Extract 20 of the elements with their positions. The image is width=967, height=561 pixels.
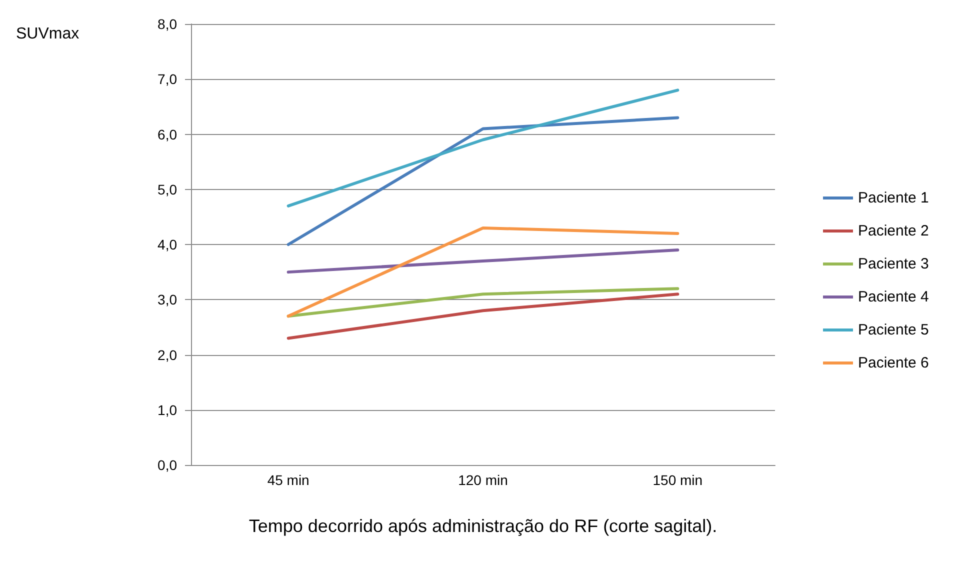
x-axis-title: Tempo decorrido após administração do RF (corte sagital).	[248, 516, 718, 536]
y-tick-label: 3,0	[158, 292, 178, 308]
x-tick-label: 150 min	[652, 472, 703, 488]
y-tick-label: 4,0	[158, 236, 178, 252]
legend-label: Paciente 6	[858, 354, 929, 372]
y-tick-label: 6,0	[158, 126, 178, 142]
legend-label: Paciente 5	[858, 322, 929, 338]
y-axis-title: SUVmax	[16, 26, 80, 42]
legend-label: Paciente 3	[858, 256, 929, 272]
y-tick-label: 0,0	[158, 457, 178, 473]
y-tick-label: 2,0	[158, 346, 178, 363]
x-tick-label: 120 min	[458, 472, 508, 488]
x-tick-label: 45 min	[267, 472, 310, 488]
legend-label: Paciente 2	[858, 222, 929, 240]
legend-label: Paciente 4	[858, 288, 929, 306]
y-tick-label: 7,0	[158, 71, 178, 88]
y-tick-label: 1,0	[158, 402, 178, 418]
y-tick-label: 5,0	[158, 181, 178, 198]
y-tick-label: 8,0	[158, 16, 178, 32]
legend-label: Paciente 1	[858, 190, 929, 206]
